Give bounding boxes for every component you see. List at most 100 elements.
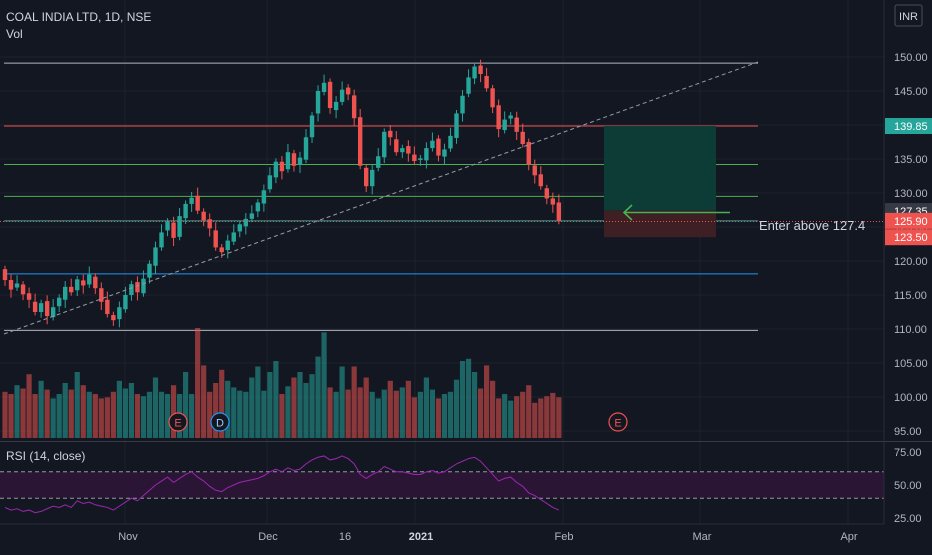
volume-bar [213, 383, 219, 438]
volume-bar [399, 387, 405, 438]
candle-body [63, 286, 68, 300]
price-tick-label: 110.00 [894, 324, 927, 336]
candle-body [141, 278, 146, 294]
rsi-label: RSI (14, close) [6, 449, 85, 463]
volume-bar [201, 365, 207, 438]
candle-body [442, 149, 447, 157]
candle-body [99, 288, 104, 302]
trade-zones[interactable] [604, 126, 716, 238]
volume-bar [411, 397, 417, 438]
price-tick-label: 95.00 [894, 426, 922, 438]
candle-body [207, 219, 212, 229]
volume-bar [231, 387, 237, 438]
volume-bar [134, 394, 141, 438]
price-tick-label: 115.00 [894, 290, 927, 302]
candle-body [285, 152, 291, 170]
trendline[interactable] [3, 61, 759, 335]
dividend-marker[interactable]: D [210, 412, 230, 432]
candle-body [550, 198, 556, 205]
volume-bar [56, 394, 62, 438]
volume-bar [297, 372, 303, 438]
volume-bar [544, 396, 550, 438]
candle-body [484, 76, 489, 89]
candle-body [472, 66, 477, 79]
candle-body [26, 293, 32, 300]
candle-body [105, 299, 110, 315]
entry-arrow-icon[interactable] [622, 204, 730, 221]
price-badge-label: 123.50 [894, 232, 928, 244]
volume-bar [508, 400, 514, 438]
candle-body [225, 240, 230, 251]
candle-body [44, 301, 50, 317]
earnings-marker-upcoming[interactable]: E [608, 412, 628, 432]
time-tick-label: Dec [258, 531, 278, 543]
candle-body [514, 117, 519, 132]
volume-bar [315, 356, 321, 438]
rsi-line [4, 455, 560, 514]
volume-bar [550, 392, 556, 438]
price-tick-label: 100.00 [894, 392, 928, 404]
volume-bar [496, 398, 502, 438]
candle-body [400, 148, 405, 153]
volume-bar [152, 377, 159, 438]
volume-bar [68, 389, 74, 438]
volume-bar [116, 380, 122, 438]
candle-body [201, 211, 206, 221]
volume-bar [122, 388, 128, 438]
volume-bar [183, 372, 189, 438]
candle-body [111, 315, 116, 321]
candle-body [237, 224, 242, 232]
candle-body [213, 230, 218, 248]
volume-bar [357, 387, 363, 438]
price-tick-label: 120.00 [894, 256, 928, 268]
volume-bar [321, 332, 327, 438]
time-axis[interactable]: Nov Dec 16 2021 Feb Mar Apr [0, 523, 884, 543]
volume-bar [62, 383, 68, 438]
candle-body [189, 197, 194, 204]
candle-body [508, 115, 513, 119]
chart-title: COAL INDIA LTD, 1D, NSE [6, 10, 151, 24]
volume-bar [309, 374, 315, 438]
event-markers[interactable]: E D E [168, 412, 628, 432]
candle-body [32, 301, 38, 312]
candle-body [38, 303, 44, 312]
candle-body [333, 101, 339, 111]
volume-bar [459, 361, 466, 438]
candle-body [231, 232, 236, 242]
entry-annotation: Enter above 127.4 [759, 218, 865, 233]
time-tick-label: Feb [555, 531, 574, 543]
target-zone [604, 126, 716, 211]
currency-button[interactable]: INR [894, 4, 923, 27]
candle-body [159, 232, 164, 248]
volume-bar [351, 366, 357, 438]
candle-body [75, 279, 80, 291]
volume-bar [291, 377, 297, 438]
candle-body [69, 286, 74, 293]
volume-bar [225, 380, 231, 438]
candle-body [364, 167, 369, 187]
grid [0, 0, 884, 524]
volume-bar [38, 380, 44, 438]
volume-bar [146, 391, 153, 438]
volume-bar [20, 388, 26, 438]
volume-bar [44, 389, 50, 438]
volume-bar [50, 398, 56, 438]
volume-bar [170, 385, 177, 438]
volume-bar [261, 390, 267, 438]
candle-body [321, 82, 327, 93]
candle-body [327, 81, 333, 108]
volume-bar [429, 389, 436, 438]
candle-body [418, 158, 423, 161]
volume-bar [453, 379, 460, 438]
volume-bar [140, 396, 147, 438]
candle-body [177, 216, 182, 237]
earnings-marker[interactable]: E [168, 412, 188, 432]
candle-body [454, 113, 459, 138]
time-tick-label: Apr [840, 531, 857, 543]
volume-bar [520, 391, 526, 438]
volume-label: Vol [6, 27, 23, 41]
volume-bar [249, 377, 255, 438]
candle-body [291, 153, 297, 166]
